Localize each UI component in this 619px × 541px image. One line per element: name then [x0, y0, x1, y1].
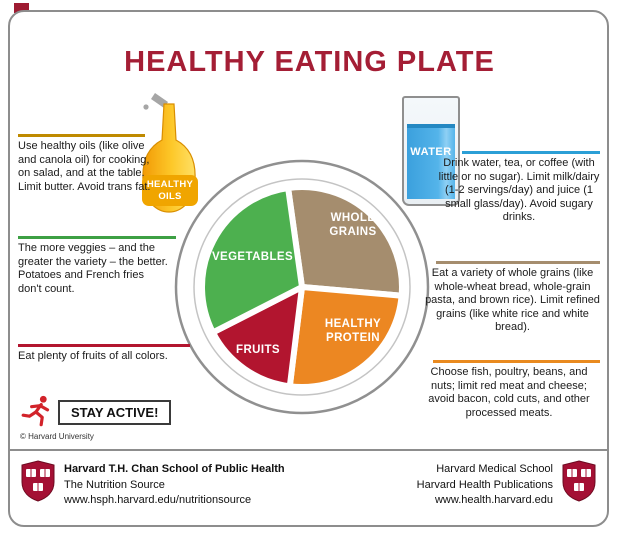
- healthy-protein-label: HEALTHY PROTEIN: [324, 318, 382, 344]
- runner-icon: [21, 395, 50, 427]
- vegetables-label: VEGETABLES: [211, 251, 294, 263]
- water-label: WATER: [410, 146, 452, 158]
- corner-mark: [14, 3, 29, 13]
- fruits-label: FRUITS: [236, 344, 280, 356]
- water-annotation: Drink water, tea, or coffee (with little…: [438, 157, 600, 223]
- protein-connector-line: [433, 360, 600, 363]
- harvard-medical-shield-icon: [562, 460, 596, 502]
- healthy-protein-section: [286, 284, 405, 390]
- vegetables-annotation: The more veggies – and the greater the v…: [18, 242, 168, 295]
- oil-drip: [143, 104, 149, 110]
- protein-annotation: Choose fish, poultry, beans, and nuts; l…: [428, 366, 590, 419]
- footer-right-line2: Harvard Health Publications: [416, 478, 553, 491]
- footer-right-block: Harvard Medical School Harvard Health Pu…: [417, 462, 553, 509]
- vegetables-connector-line: [18, 236, 176, 239]
- footer-right-line1: Harvard Medical School: [436, 463, 553, 475]
- oils-annotation: Use healthy oils (like olive and canola …: [18, 140, 151, 193]
- plate-graphic: [174, 159, 430, 415]
- whole-grains-label: WHOLE GRAINS: [329, 212, 377, 238]
- plate-inner-ring: [193, 178, 411, 396]
- page-title: HEALTHY EATING PLATE: [124, 46, 495, 78]
- footer-left-line2: The Nutrition Source: [64, 478, 165, 491]
- water-connector-line: [462, 151, 600, 154]
- footer-left-block: Harvard T.H. Chan School of Public Healt…: [64, 462, 285, 509]
- whole-grains-annotation: Eat a variety of whole grains (like whol…: [425, 267, 600, 333]
- footer-left-line1: Harvard T.H. Chan School of Public Healt…: [64, 463, 285, 475]
- healthy-oils-label: HEALTHY OILS: [142, 175, 198, 206]
- footer-right-line3: www.health.harvard.edu: [434, 494, 553, 506]
- copyright-note: © Harvard University: [20, 432, 94, 441]
- fruits-section: [209, 284, 305, 390]
- fruits-annotation: Eat plenty of fruits of all colors.: [18, 350, 168, 362]
- water-fill: WATER: [407, 124, 455, 199]
- oils-connector-line: [18, 134, 145, 137]
- vegetables-section: [199, 185, 305, 336]
- whole-grains-section: [285, 184, 405, 299]
- water-glass-icon: WATER: [402, 96, 460, 206]
- whole-grains-connector-line: [436, 261, 600, 264]
- fruits-connector-line: [18, 344, 190, 347]
- footer-divider: [10, 449, 609, 451]
- stay-active-badge: STAY ACTIVE!: [58, 400, 172, 425]
- harvard-chan-shield-icon: [21, 460, 55, 502]
- footer-left-line3: www.hsph.harvard.edu/nutritionsource: [64, 494, 252, 506]
